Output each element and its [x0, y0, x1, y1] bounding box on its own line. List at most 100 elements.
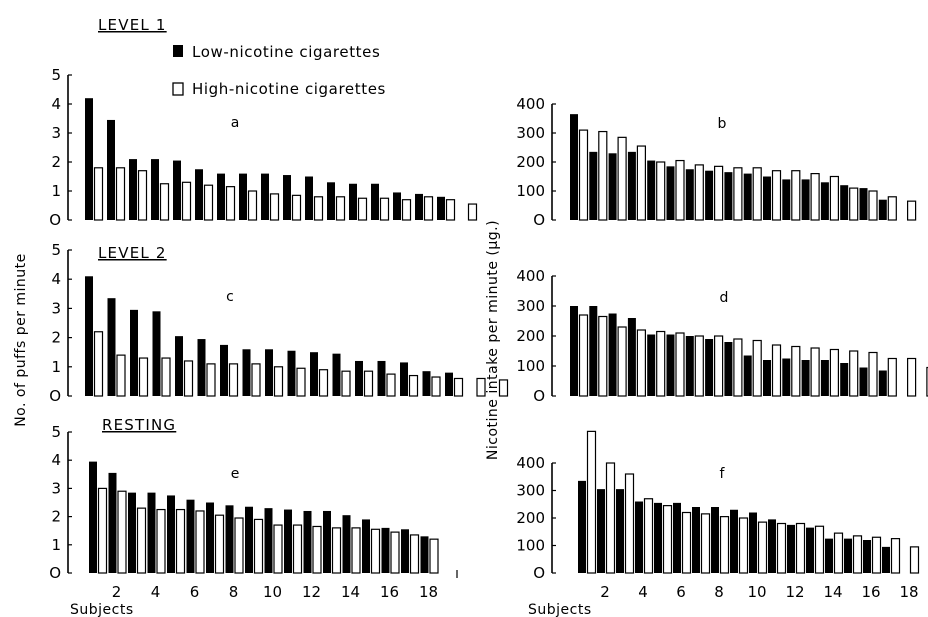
bar-high-12: [791, 345, 801, 397]
bar-low-17: [882, 546, 890, 573]
bar-high-5: [656, 330, 666, 397]
y-tick-label: 4: [51, 270, 61, 288]
y-tick-label: O: [49, 564, 61, 582]
bar-high-18: [429, 538, 439, 574]
bar-high-6: [206, 363, 216, 397]
panel-f: O 100 200 300 400 f 2 4 6 8 10 12 14 16 18: [516, 430, 920, 601]
bar-low-8: [225, 505, 234, 573]
bar-low-6: [186, 499, 195, 573]
bar-low-1: [578, 480, 586, 573]
y-tick-label: 200: [516, 509, 545, 527]
bar-high-8: [251, 363, 261, 397]
bar-high-4: [161, 357, 171, 397]
x-tick-label: 6: [190, 583, 200, 601]
bar-high-18: [906, 200, 917, 221]
bar-high-14: [833, 532, 844, 574]
bar-low-5: [173, 160, 181, 220]
bar-high-3: [138, 357, 149, 397]
bar-high-3: [617, 326, 627, 397]
bar-low-11: [284, 509, 292, 573]
bar-low-16: [863, 540, 871, 573]
bar-high-3: [624, 473, 635, 574]
bar-high-17: [890, 538, 901, 574]
bar-low-17: [878, 199, 887, 220]
bar-low-9: [261, 173, 269, 220]
bar-low-3: [128, 492, 136, 573]
panel-c: O 1 2 3 4 5 c LEVEL 2: [49, 241, 509, 405]
bar-low-6: [666, 166, 675, 220]
bar-low-5: [647, 160, 656, 220]
bar-high-17: [887, 196, 897, 221]
x-tick-label: 2: [112, 583, 122, 601]
bar-low-11: [305, 176, 313, 220]
legend-swatch-low: [173, 45, 183, 57]
bar-low-9: [724, 342, 733, 396]
bar-high-16: [868, 190, 878, 221]
panel-label: d: [720, 290, 729, 306]
bar-low-9: [265, 349, 273, 396]
y-tick-label: 100: [516, 182, 545, 200]
bar-high-7: [700, 513, 711, 574]
bar-high-9: [269, 193, 280, 221]
bar-low-9: [724, 172, 733, 220]
bar-high-8: [234, 517, 244, 574]
bar-high-2: [598, 130, 608, 221]
bar-low-1: [570, 306, 578, 396]
bar-low-18: [420, 536, 429, 573]
bar-low-13: [806, 527, 814, 573]
legend-label-high: High-nicotine cigarettes: [192, 80, 386, 98]
legend-label-low: Low-nicotine cigarettes: [192, 43, 380, 61]
bar-low-7: [692, 507, 700, 573]
y-axis-title-right: Nicotine intake per minute (µg.): [485, 220, 501, 460]
y-tick-label: 4: [51, 451, 61, 469]
bar-high-14: [379, 197, 390, 221]
panel-label: a: [231, 115, 240, 131]
bar-high-4: [156, 508, 166, 574]
bar-high-10: [273, 524, 283, 574]
bar-high-3: [617, 136, 627, 221]
bar-high-4: [636, 329, 647, 397]
bar-low-14: [820, 360, 829, 396]
y-tick-label: 200: [516, 153, 545, 171]
y-tick-label: 1: [51, 536, 61, 554]
bar-low-12: [303, 510, 312, 573]
bar-high-5: [181, 181, 192, 221]
bar-high-3: [136, 507, 147, 574]
y-tick-label: O: [533, 564, 545, 582]
bar-low-5: [175, 336, 183, 396]
y-tick-label: 1: [51, 182, 61, 200]
x-axis-title-left: Subjects: [70, 602, 134, 617]
bar-low-3: [608, 153, 617, 220]
bar-low-5: [167, 495, 175, 573]
x-tick-label: 10: [263, 583, 282, 601]
bar-low-8: [239, 173, 247, 220]
bar-low-12: [787, 524, 795, 573]
panel-heading: LEVEL 2: [98, 244, 167, 262]
bar-high-15: [849, 187, 859, 221]
bar-high-13: [814, 525, 825, 574]
y-tick-label: 3: [51, 124, 61, 142]
bar-low-1: [570, 114, 578, 220]
bar-high-6: [675, 159, 685, 221]
y-tick-label: 2: [51, 508, 61, 526]
bar-high-6: [675, 332, 685, 397]
bar-low-11: [768, 519, 776, 573]
bar-high-2: [605, 462, 616, 574]
bar-low-17: [878, 370, 887, 396]
bar-low-17: [437, 196, 445, 220]
bar-low-15: [840, 363, 849, 396]
bar-high-4: [159, 183, 170, 221]
x-tick-label: 10: [747, 583, 766, 601]
y-tick-label: 300: [516, 482, 545, 500]
bar-low-10: [743, 355, 752, 396]
bar-high-19: [926, 366, 928, 397]
y-tick-label: 300: [516, 124, 545, 142]
y-tick-label: 400: [516, 267, 545, 285]
y-tick-label: 100: [516, 537, 545, 555]
x-tick-label: 2: [600, 583, 610, 601]
bar-high-1: [93, 331, 104, 397]
bar-high-15: [852, 535, 863, 574]
bar-high-12: [791, 170, 801, 221]
